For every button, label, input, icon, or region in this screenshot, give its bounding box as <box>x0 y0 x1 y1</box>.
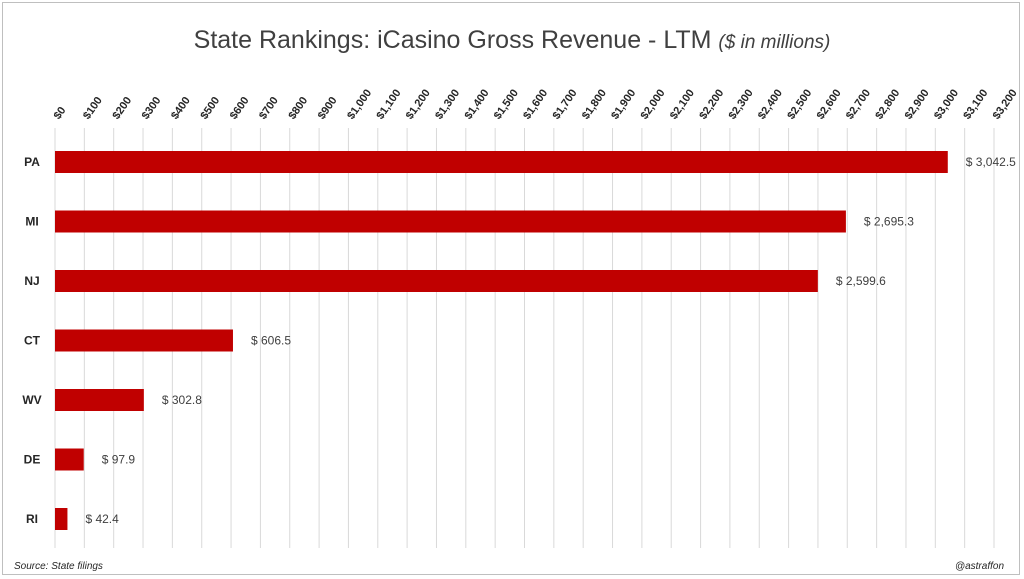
data-label: $ 606.5 <box>251 334 291 348</box>
x-tick-label: $500 <box>198 95 222 122</box>
bar <box>55 329 233 352</box>
x-tick-label: $2,000 <box>639 87 668 121</box>
chart-title: State Rankings: iCasino Gross Revenue - … <box>0 26 1024 55</box>
data-label: $ 302.8 <box>162 393 202 407</box>
y-category-label: WV <box>22 393 41 407</box>
x-tick-label: $1,800 <box>580 87 609 121</box>
x-tick-label: $3,000 <box>932 87 961 121</box>
x-tick-label: $300 <box>140 95 164 122</box>
data-label: $ 3,042.5 <box>966 155 1016 169</box>
bar <box>55 448 84 471</box>
bar <box>55 151 948 173</box>
x-tick-label: $1,100 <box>374 87 403 121</box>
x-tick-label: $2,700 <box>844 87 873 121</box>
x-tick-label: $1,700 <box>550 87 579 121</box>
x-tick-label: $600 <box>228 95 252 122</box>
x-tick-label: $3,200 <box>991 87 1020 121</box>
x-tick-label: $1,000 <box>345 87 374 121</box>
x-tick-label: $800 <box>286 95 310 122</box>
x-tick-label: $2,600 <box>815 87 844 121</box>
x-tick-label: $1,200 <box>404 87 433 121</box>
x-tick-label: $1,500 <box>492 87 521 121</box>
data-label: $ 2,599.6 <box>836 274 886 288</box>
source-note: Source: State filings <box>14 561 103 572</box>
x-tick-label: $1,900 <box>609 87 638 121</box>
data-label: $ 97.9 <box>102 453 136 467</box>
x-tick-label: $2,300 <box>727 87 756 121</box>
y-category-label: PA <box>24 155 40 169</box>
x-tick-label: $2,500 <box>785 87 814 121</box>
bar <box>55 210 846 233</box>
x-tick-label: $2,200 <box>697 87 726 121</box>
chart-title-main: State Rankings: iCasino Gross Revenue - … <box>193 26 712 54</box>
author-credit: @astraffon <box>954 561 1004 572</box>
x-tick-label: $3,100 <box>961 87 990 121</box>
y-category-label: DE <box>24 453 41 467</box>
y-category-label: CT <box>24 334 41 348</box>
x-tick-label: $1,300 <box>433 87 462 121</box>
bar <box>55 270 818 292</box>
x-tick-label: $400 <box>169 95 193 122</box>
x-tick-label: $900 <box>316 95 340 122</box>
x-tick-label: $700 <box>257 95 281 122</box>
bar <box>55 508 68 530</box>
bar <box>55 389 144 411</box>
x-tick-label: $100 <box>81 95 105 122</box>
x-tick-label: $2,800 <box>873 87 902 121</box>
data-label: $ 42.4 <box>85 512 119 526</box>
data-label: $ 2,695.3 <box>864 215 914 229</box>
x-tick-label: $1,600 <box>521 87 550 121</box>
x-tick-label: $200 <box>110 95 134 122</box>
x-tick-label: $2,900 <box>903 87 932 121</box>
x-tick-label: $2,400 <box>756 87 785 121</box>
x-tick-label: $2,100 <box>668 87 697 121</box>
y-category-label: NJ <box>24 274 39 288</box>
y-category-label: RI <box>26 512 38 526</box>
x-tick-label: $0 <box>52 105 69 122</box>
x-tick-label: $1,400 <box>462 87 491 121</box>
y-category-label: MI <box>25 215 38 229</box>
chart-title-unit: ($ in millions) <box>718 32 831 53</box>
